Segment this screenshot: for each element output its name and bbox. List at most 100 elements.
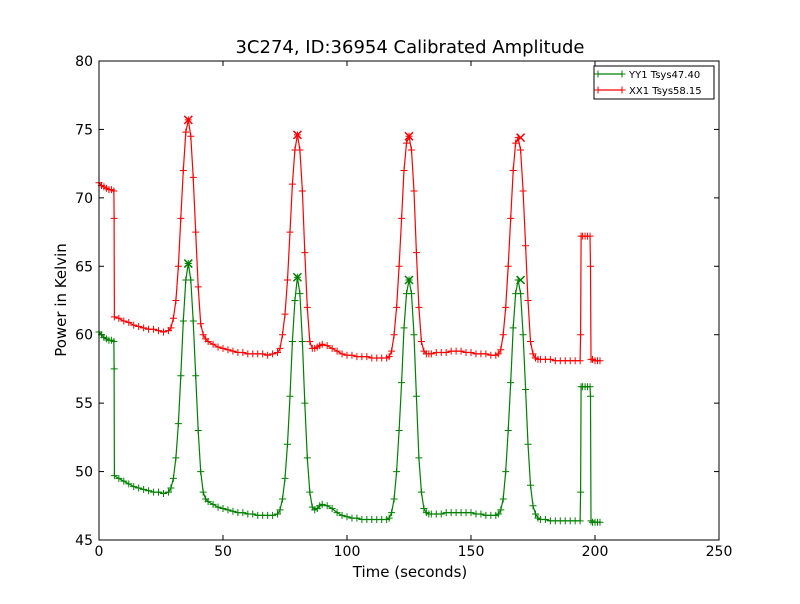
data-point-yy1: [276, 506, 284, 514]
data-point-xx1: [395, 262, 403, 270]
data-point-xx1: [415, 303, 423, 311]
data-point-xx1: [385, 353, 393, 361]
data-point-yy1: [274, 510, 282, 518]
data-point-yy1: [172, 454, 180, 462]
data-point-xx1: [140, 324, 148, 332]
data-point-yy1: [494, 510, 502, 518]
data-point-yy1: [502, 468, 510, 476]
series-yy1: [95, 259, 604, 526]
legend-marker-yy1: [594, 70, 602, 78]
x-tick-label: 100: [334, 544, 361, 560]
data-point-xx1: [174, 262, 182, 270]
data-point-yy1: [522, 385, 530, 393]
data-point-xx1: [110, 187, 118, 195]
data-point-yy1: [296, 290, 304, 298]
data-point-xx1: [192, 228, 200, 236]
data-point-yy1: [417, 488, 425, 496]
data-point-xx1: [130, 321, 138, 329]
data-point-yy1: [120, 477, 128, 485]
data-point-xx1: [214, 343, 222, 351]
data-point-yy1: [398, 379, 406, 387]
data-point-xx1: [159, 328, 167, 336]
axis-ticks: 0 50 100 150 200 250 45 50 55 60 65 70 75 80: [75, 54, 732, 560]
data-point-yy1: [288, 338, 296, 346]
data-point-yy1: [586, 383, 594, 391]
data-point-xx1: [219, 344, 227, 352]
data-point-yy1: [437, 510, 445, 518]
data-point-xx1: [519, 187, 527, 195]
data-point-xx1: [390, 331, 398, 339]
data-point-xx1: [110, 313, 118, 321]
data-point-xx1: [328, 344, 336, 352]
data-point-yy1: [577, 488, 585, 496]
data-point-xx1: [398, 214, 406, 222]
data-point-xx1: [189, 173, 197, 181]
data-point-xx1: [150, 325, 158, 333]
plot-frame: [98, 60, 720, 541]
data-point-xx1: [363, 353, 371, 361]
data-point-yy1: [167, 484, 175, 492]
data-point-xx1: [224, 346, 232, 354]
data-point-xx1: [209, 340, 217, 348]
data-point-yy1: [400, 324, 408, 332]
data-point-yy1: [328, 505, 336, 513]
data-point-yy1: [541, 515, 549, 523]
data-point-xx1: [286, 228, 294, 236]
data-point-yy1: [174, 420, 182, 428]
data-point-xx1: [512, 139, 520, 147]
data-point-yy1: [587, 392, 595, 400]
data-point-yy1: [353, 514, 361, 522]
data-point-yy1: [509, 324, 517, 332]
data-point-xx1: [576, 357, 584, 365]
legend: YY1 Tsys47.40 XX1 Tsys58.15: [593, 65, 715, 100]
data-point-xx1: [169, 314, 177, 322]
data-point-xx1: [407, 146, 415, 154]
data-point-xx1: [303, 303, 311, 311]
data-point-xx1: [135, 323, 143, 331]
data-point-xx1: [301, 249, 309, 257]
legend-box: [593, 65, 715, 100]
data-point-xx1: [457, 347, 465, 355]
data-point-xx1: [499, 331, 507, 339]
data-point-yy1: [527, 481, 535, 489]
peak-marker-xx1: [404, 131, 414, 141]
peak-marker-yy1: [292, 272, 302, 282]
data-point-yy1: [189, 317, 197, 325]
peak-marker-xx1: [183, 115, 193, 125]
data-point-yy1: [279, 495, 287, 503]
data-point-yy1: [477, 510, 485, 518]
data-point-yy1: [110, 365, 118, 373]
data-point-yy1: [497, 506, 505, 514]
peak-marker-xx1: [516, 133, 526, 143]
data-point-yy1: [204, 498, 212, 506]
data-point-yy1: [415, 454, 423, 462]
y-tick-label: 70: [75, 191, 93, 207]
data-point-xx1: [239, 349, 247, 357]
series-layer: [95, 115, 604, 526]
data-point-xx1: [393, 303, 401, 311]
data-point-yy1: [524, 440, 532, 448]
data-point-xx1: [187, 132, 195, 140]
data-point-xx1: [281, 310, 289, 318]
x-tick-label: 150: [458, 544, 485, 560]
data-point-yy1: [110, 338, 118, 346]
data-point-yy1: [531, 510, 539, 518]
legend-label-xx1: XX1 Tsys58.15: [629, 86, 702, 97]
data-point-xx1: [283, 276, 291, 284]
data-point-yy1: [507, 379, 515, 387]
data-point-xx1: [229, 347, 237, 355]
data-point-xx1: [403, 139, 411, 147]
data-point-yy1: [177, 372, 185, 380]
data-point-yy1: [209, 500, 217, 508]
data-point-xx1: [529, 350, 537, 358]
y-tick-label: 65: [75, 259, 93, 275]
data-point-yy1: [338, 511, 346, 519]
data-point-xx1: [288, 180, 296, 188]
series-xx1: [95, 115, 604, 365]
data-point-xx1: [306, 338, 314, 346]
data-point-yy1: [323, 502, 331, 510]
x-tick-label: 0: [95, 544, 104, 560]
data-point-xx1: [279, 331, 287, 339]
data-point-yy1: [219, 505, 227, 513]
